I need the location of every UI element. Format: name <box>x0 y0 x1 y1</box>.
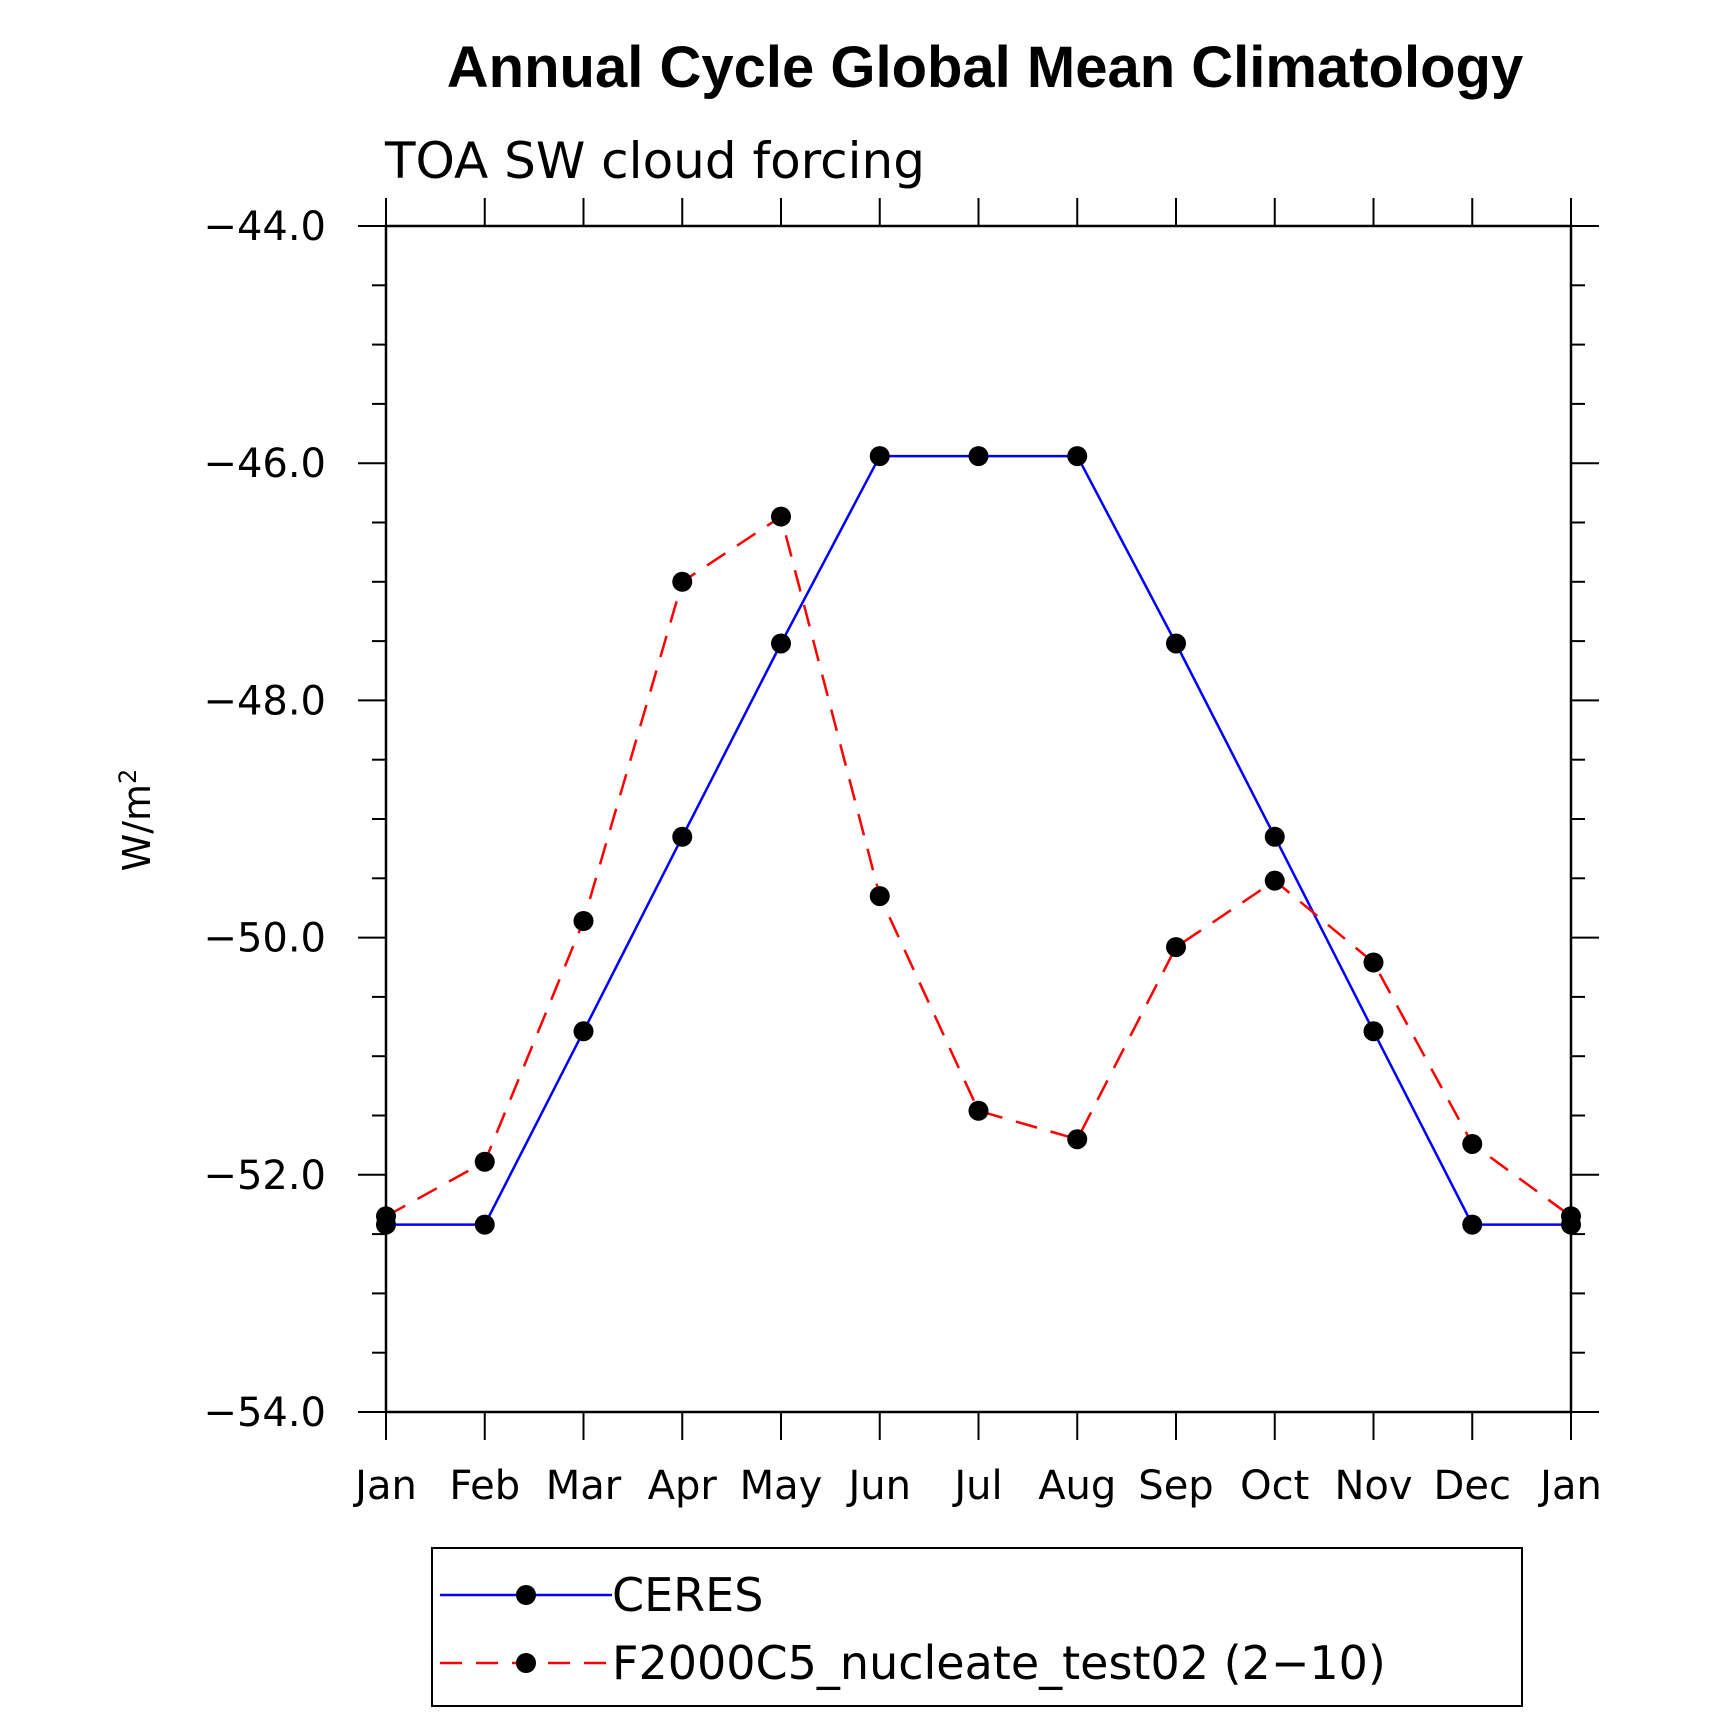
y-tick-label: −48.0 <box>203 678 326 724</box>
svg-text:W/m2: W/m2 <box>114 769 159 872</box>
series-1-point <box>672 826 693 847</box>
axes: −54.0 −52.0 −50.0 −48.0 −46.0 −44.0 Jan Feb Mar A… <box>203 198 1602 1509</box>
series-1-point <box>1363 1021 1384 1042</box>
series-2-point <box>474 1151 495 1172</box>
x-tick-label: Sep <box>1138 1463 1213 1509</box>
series-1-point <box>968 446 989 467</box>
series-1-point <box>771 633 791 654</box>
x-tick-label: Aug <box>1038 1463 1116 1509</box>
series-1-point <box>1462 1214 1483 1235</box>
series-layer <box>376 446 1581 1235</box>
y-tick-label: −44.0 <box>203 204 326 250</box>
series-2-point <box>1067 1129 1088 1150</box>
x-tick-label: Oct <box>1240 1463 1309 1509</box>
x-tick-label: Jan <box>1537 1463 1602 1509</box>
legend-marker-1 <box>516 1585 536 1605</box>
y-axis-label: W/m2 <box>114 769 159 872</box>
legend-marker-2 <box>516 1653 536 1673</box>
series-2-point <box>672 571 693 592</box>
x-tick-label: Feb <box>449 1463 520 1509</box>
series-2-point <box>869 886 890 907</box>
y-axis-label-superscript: 2 <box>114 769 142 784</box>
series-1-point <box>1166 633 1186 654</box>
x-tick-label: Mar <box>546 1463 622 1509</box>
chart-title: Annual Cycle Global Mean Climatology <box>447 35 1523 100</box>
series-2-point <box>376 1206 396 1227</box>
series-2-point <box>1264 870 1285 891</box>
plot-frame <box>384 224 1573 1414</box>
series-2-point <box>573 910 594 931</box>
legend-box <box>431 1547 1523 1707</box>
chart-subtitle: TOA SW cloud forcing <box>384 132 925 190</box>
x-tick-label: Jul <box>951 1463 1002 1509</box>
series-2-point <box>968 1100 989 1121</box>
y-tick-label: −54.0 <box>203 1390 326 1436</box>
x-tick-label: Jun <box>846 1463 912 1509</box>
x-tick-label: May <box>740 1463 823 1509</box>
series-2-point <box>1166 937 1186 958</box>
series-1-point <box>474 1214 495 1235</box>
series-1-point <box>1067 446 1088 467</box>
y-tick-label: −50.0 <box>203 916 326 962</box>
legend-entries: CERES F2000C5_nucleate_test02 (2−10) <box>440 1568 1386 1690</box>
series-1-point <box>1264 826 1285 847</box>
legend-label-2: F2000C5_nucleate_test02 (2−10) <box>612 1636 1386 1690</box>
legend-label-1: CERES <box>612 1568 763 1622</box>
legend: CERES F2000C5_nucleate_test02 (2−10) <box>431 1547 1523 1707</box>
y-axis-label-text: W/m <box>115 784 159 871</box>
series-2-point <box>1561 1206 1581 1227</box>
series-2-point <box>1462 1133 1483 1154</box>
x-tick-label: Jan <box>352 1463 417 1509</box>
series-2-point <box>1363 952 1384 973</box>
x-tick-label: Apr <box>648 1463 718 1509</box>
y-tick-label: −52.0 <box>203 1153 326 1199</box>
series-1-point <box>869 446 890 467</box>
x-tick-label: Dec <box>1434 1463 1511 1509</box>
y-tick-label: −46.0 <box>203 441 326 487</box>
x-tick-label: Nov <box>1334 1463 1412 1509</box>
series-1-point <box>573 1021 594 1042</box>
series-2-point <box>771 506 791 527</box>
